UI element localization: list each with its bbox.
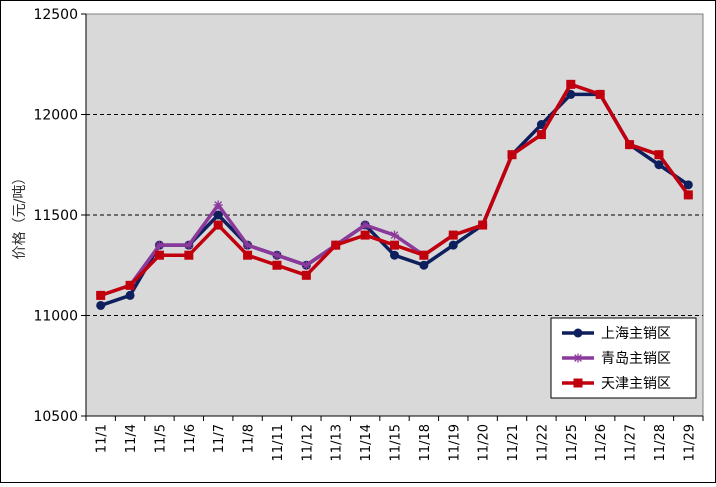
data-point (96, 290, 106, 300)
series-layer (96, 79, 693, 310)
legend-label: 上海主销区 (601, 326, 671, 342)
series-3 (96, 79, 693, 300)
x-tick-label: 11/28 (653, 424, 668, 461)
data-point (536, 120, 546, 130)
x-tick-label: 11/4 (124, 424, 139, 453)
data-point (331, 240, 341, 250)
data-point (184, 240, 194, 250)
data-point (507, 150, 517, 160)
data-point (390, 240, 399, 250)
data-point (243, 240, 253, 250)
data-point (683, 190, 693, 200)
data-point (184, 250, 194, 260)
x-tick-labels: 11/1 11/4 11/5 11/6 11/7 11/8 11/11 11/12 11/13 1… (95, 424, 698, 461)
legend-item: 青岛主销区 (562, 351, 671, 367)
data-point (654, 150, 664, 160)
legend-swatch-marker (573, 378, 583, 388)
data-point (478, 220, 488, 230)
legend-swatch-marker (573, 328, 583, 338)
x-tick-label: 11/11 (271, 424, 286, 461)
x-tick-label: 11/21 (506, 424, 521, 461)
data-point (213, 210, 223, 220)
legend-item: 上海主销区 (562, 326, 671, 342)
data-point (536, 130, 546, 140)
x-tick-label: 11/14 (359, 424, 374, 461)
y-tick-labels: 10500 11000 11500 12000 12500 (33, 7, 78, 425)
y-axis-label: 价格（元/吨） (12, 171, 28, 260)
data-point (566, 79, 576, 89)
data-point (360, 220, 370, 230)
data-point (213, 220, 223, 230)
data-point (96, 300, 106, 310)
data-point (154, 250, 164, 260)
data-point (654, 160, 664, 170)
gridlines (86, 114, 703, 316)
x-tick-label: 11/8 (242, 424, 257, 453)
data-point (595, 89, 605, 99)
data-point (448, 230, 458, 240)
data-point (390, 250, 399, 260)
legend-label: 天津主销区 (601, 376, 671, 392)
data-point (625, 140, 635, 150)
y-tick-label: 12500 (33, 7, 78, 23)
x-tick-label: 11/15 (389, 424, 404, 461)
data-point (301, 260, 311, 270)
y-tick-label: 10500 (33, 409, 78, 425)
x-tick-label: 11/27 (624, 424, 639, 461)
x-tick-label: 11/25 (565, 424, 580, 461)
x-tick-label: 11/19 (447, 424, 462, 461)
data-point (213, 200, 223, 210)
data-point (419, 250, 429, 260)
y-tick-label: 11500 (33, 208, 78, 224)
y-tick-label: 12000 (33, 108, 78, 124)
data-point (448, 240, 458, 250)
legend-label: 青岛主销区 (601, 351, 671, 367)
data-point (419, 260, 429, 270)
axes (81, 13, 704, 421)
x-tick-label: 11/5 (153, 424, 168, 453)
data-point (390, 230, 399, 240)
x-tick-label: 11/22 (535, 424, 550, 461)
x-tick-label: 11/7 (212, 424, 227, 453)
data-point (566, 89, 576, 99)
data-point (125, 280, 135, 290)
data-point (154, 240, 164, 250)
legend-swatch-marker (573, 353, 583, 363)
legend-item: 天津主销区 (562, 376, 671, 392)
x-tick-label: 11/12 (300, 424, 315, 461)
x-tick-label: 11/20 (477, 424, 492, 461)
data-point (125, 290, 135, 300)
x-tick-label: 11/6 (183, 424, 198, 453)
data-point (243, 250, 253, 260)
x-tick-label: 11/1 (95, 424, 110, 453)
y-tick-label: 11000 (33, 309, 78, 325)
x-tick-label: 11/13 (330, 424, 345, 461)
data-point (301, 270, 311, 280)
data-point (360, 230, 370, 240)
x-tick-label: 11/26 (594, 424, 609, 461)
data-point (272, 250, 282, 260)
data-point (272, 260, 282, 270)
x-tick-label: 11/29 (682, 424, 697, 461)
data-point (683, 180, 693, 190)
x-tick-label: 11/18 (418, 424, 433, 461)
